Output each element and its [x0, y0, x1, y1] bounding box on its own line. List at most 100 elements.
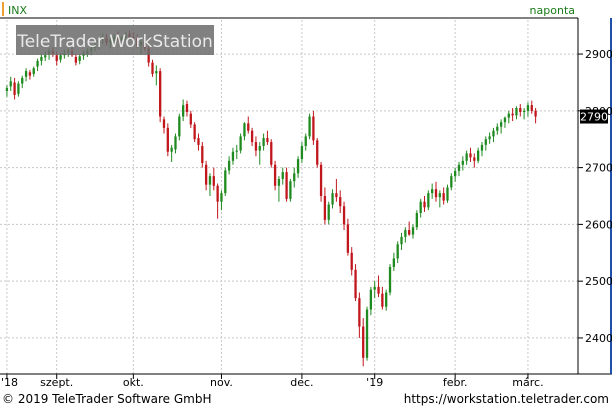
candle — [197, 133, 200, 151]
candle — [36, 58, 39, 72]
candle-body — [335, 193, 338, 198]
candle — [354, 264, 357, 302]
candle — [365, 306, 369, 361]
candle — [488, 132, 491, 144]
candle — [5, 85, 9, 97]
candle — [235, 144, 238, 160]
candle — [24, 68, 28, 82]
candle-body — [78, 56, 81, 61]
candle-body — [224, 170, 227, 194]
candle — [499, 119, 503, 134]
candle — [162, 116, 166, 134]
candle — [404, 227, 407, 243]
candle — [189, 110, 192, 128]
website-link[interactable]: https://workstation.teletrader.com — [403, 392, 609, 406]
candle — [427, 190, 430, 211]
footer: © 2019 TeleTrader Software GmbH https://… — [0, 390, 612, 409]
candle-body — [388, 266, 392, 293]
candle-body — [327, 204, 330, 220]
candle — [442, 187, 445, 205]
candle-body — [496, 126, 499, 131]
interval-label: naponta — [530, 4, 575, 17]
y-tick-label: 2400 — [585, 332, 612, 345]
candle — [170, 144, 173, 162]
candle-body — [488, 136, 491, 140]
candle — [408, 221, 411, 236]
candle-body — [534, 110, 537, 117]
candle — [461, 156, 464, 171]
candle — [308, 113, 311, 140]
candle — [166, 123, 169, 157]
candle — [385, 289, 388, 311]
candle-body — [442, 193, 445, 201]
candle-body — [434, 189, 438, 198]
candle-body — [9, 81, 12, 87]
y-tick-label: 2500 — [585, 275, 612, 288]
candle — [388, 264, 392, 296]
candle — [293, 167, 296, 188]
x-tick-label: '18 — [1, 376, 18, 389]
candle — [201, 142, 204, 168]
candle-body — [40, 56, 43, 61]
candle-body — [5, 88, 9, 91]
candle — [273, 160, 277, 191]
candle — [208, 173, 212, 196]
candle — [526, 102, 530, 117]
candle-body — [32, 68, 35, 74]
candle — [431, 183, 434, 199]
candle — [204, 160, 208, 191]
candle-body — [266, 138, 269, 143]
candle-body — [331, 193, 334, 205]
candle — [327, 201, 330, 225]
candle — [28, 69, 32, 80]
candle — [339, 190, 342, 214]
candle — [159, 68, 162, 123]
candle — [220, 190, 223, 211]
candle-body — [346, 224, 350, 253]
candle-body — [21, 77, 24, 84]
candle — [212, 167, 215, 191]
x-tick-label: márc. — [512, 376, 543, 389]
candle-body — [354, 269, 357, 299]
candle-body — [316, 140, 319, 165]
candle — [174, 133, 177, 154]
candle-body — [293, 173, 296, 182]
candle — [250, 127, 254, 147]
candle — [381, 286, 384, 310]
candle — [534, 108, 537, 124]
candle — [480, 142, 484, 157]
candle — [32, 66, 35, 77]
candle — [369, 286, 373, 316]
candle — [484, 136, 487, 151]
x-axis-ticks: '18 szept. okt. nov. dec. '19 febr. márc. — [1, 374, 544, 389]
candle — [400, 232, 403, 250]
candle-body — [400, 236, 403, 245]
candle — [224, 167, 227, 196]
candle-body — [526, 105, 530, 111]
candle-body — [530, 105, 533, 111]
candle-body — [28, 72, 32, 76]
candle-body — [369, 289, 373, 310]
candle — [446, 184, 449, 203]
candle-body — [273, 164, 277, 186]
candle — [530, 100, 533, 114]
candle-body — [193, 124, 196, 140]
candle-body — [44, 55, 47, 58]
candle — [346, 218, 350, 256]
candle — [181, 99, 185, 122]
candle-body — [212, 176, 215, 186]
candle — [522, 108, 526, 120]
candle-body — [24, 71, 28, 77]
candle-body — [55, 55, 58, 61]
watermark-text: TeleTrader WorkStation — [16, 32, 213, 52]
candles — [5, 30, 537, 367]
candle-body — [185, 104, 189, 112]
candle-body — [465, 153, 468, 161]
candle — [21, 75, 24, 89]
candle-body — [507, 113, 510, 118]
x-tick-label: dec. — [290, 376, 313, 389]
candle-body — [285, 172, 288, 199]
candle-body — [17, 83, 20, 94]
candle — [266, 130, 269, 145]
